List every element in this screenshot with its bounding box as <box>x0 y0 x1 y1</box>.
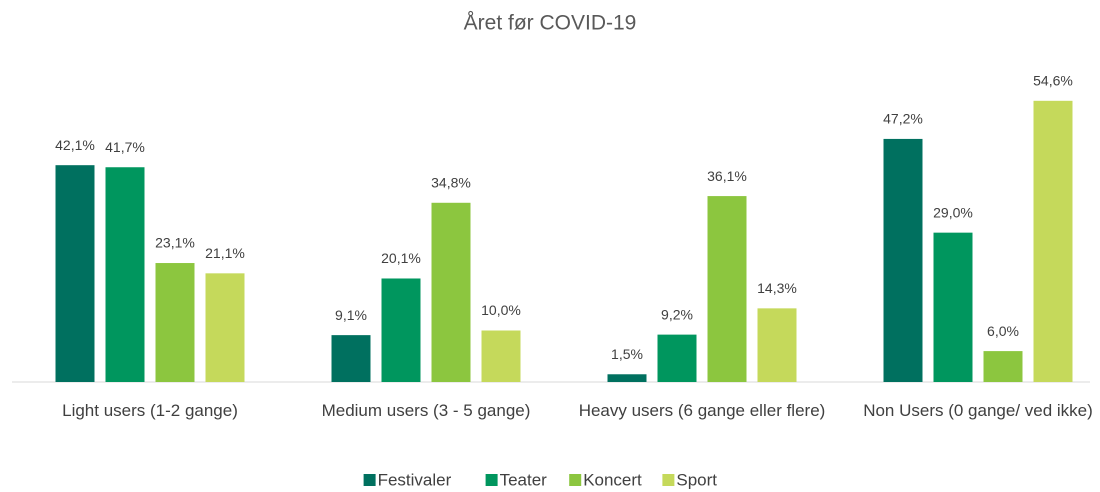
legend-swatch <box>485 474 498 486</box>
bar <box>757 308 797 382</box>
x-tick-label: Heavy users (6 gange eller flere) <box>578 401 826 420</box>
bar <box>933 232 973 382</box>
data-label: 14,3% <box>757 280 797 296</box>
bar <box>707 196 747 382</box>
data-label: 6,0% <box>987 323 1019 339</box>
legend-label: Teater <box>500 470 548 489</box>
x-tick-label: Light users (1-2 gange) <box>62 401 238 420</box>
data-label: 21,1% <box>205 245 245 261</box>
data-label: 42,1% <box>55 137 95 153</box>
legend-label: Sport <box>676 470 717 489</box>
data-label: 36,1% <box>707 168 747 184</box>
bar <box>155 263 195 382</box>
data-label: 41,7% <box>105 139 145 155</box>
bar <box>431 202 471 382</box>
legend-label: Festivaler <box>378 470 452 489</box>
bar <box>381 278 421 382</box>
legend-swatch <box>569 474 582 486</box>
bar <box>607 374 647 382</box>
data-label: 23,1% <box>155 235 195 251</box>
bar <box>331 335 371 382</box>
chart-title: Året før COVID-19 <box>464 12 637 35</box>
legend-label: Koncert <box>583 470 642 489</box>
bar <box>205 273 245 382</box>
legend-swatch <box>662 474 675 486</box>
bar <box>1033 100 1073 382</box>
data-label: 47,2% <box>883 111 923 127</box>
bar <box>481 330 521 382</box>
data-label: 29,0% <box>933 204 973 220</box>
data-label: 9,1% <box>335 307 367 323</box>
bar <box>983 351 1023 382</box>
data-label: 34,8% <box>431 174 471 190</box>
bar <box>55 165 95 382</box>
bar <box>657 334 697 382</box>
x-tick-label: Non Users (0 gange/ ved ikke) <box>863 401 1093 420</box>
data-label: 20,1% <box>381 250 421 266</box>
legend-swatch <box>363 474 376 486</box>
bar <box>883 138 923 382</box>
bar <box>105 167 145 382</box>
data-label: 9,2% <box>661 306 693 322</box>
data-label: 1,5% <box>611 346 643 362</box>
x-tick-label: Medium users (3 - 5 gange) <box>321 401 531 420</box>
data-label: 10,0% <box>481 302 521 318</box>
data-label: 54,6% <box>1033 73 1073 89</box>
